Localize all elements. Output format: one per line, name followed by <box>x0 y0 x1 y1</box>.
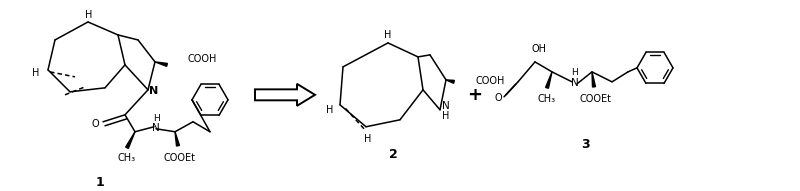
Polygon shape <box>592 72 595 87</box>
Text: CH₃: CH₃ <box>538 94 556 104</box>
Polygon shape <box>546 72 552 88</box>
Text: +: + <box>467 86 482 104</box>
Polygon shape <box>175 132 179 146</box>
Text: N: N <box>571 78 579 88</box>
Text: CH₃: CH₃ <box>118 153 136 163</box>
Polygon shape <box>126 132 135 148</box>
Text: 2: 2 <box>389 148 398 161</box>
Text: COOEt: COOEt <box>580 94 612 104</box>
Text: H: H <box>326 105 334 115</box>
Text: H: H <box>384 30 392 40</box>
Text: OH: OH <box>531 44 546 54</box>
Text: H: H <box>572 68 578 77</box>
Text: COOEt: COOEt <box>164 153 196 163</box>
Text: N: N <box>442 101 450 111</box>
Text: O: O <box>91 119 99 129</box>
Polygon shape <box>155 62 167 66</box>
Text: N: N <box>152 123 160 133</box>
Polygon shape <box>446 80 454 83</box>
Text: O: O <box>494 93 502 103</box>
Text: H: H <box>86 10 93 20</box>
Text: N: N <box>150 86 158 96</box>
Text: 1: 1 <box>96 176 104 189</box>
Text: H: H <box>442 111 450 121</box>
Text: COOH: COOH <box>476 76 506 86</box>
Text: H: H <box>153 114 159 123</box>
Text: H: H <box>32 68 40 78</box>
Text: H: H <box>364 134 372 144</box>
Polygon shape <box>255 84 315 106</box>
Text: COOH: COOH <box>187 54 216 64</box>
Text: 3: 3 <box>581 138 590 151</box>
